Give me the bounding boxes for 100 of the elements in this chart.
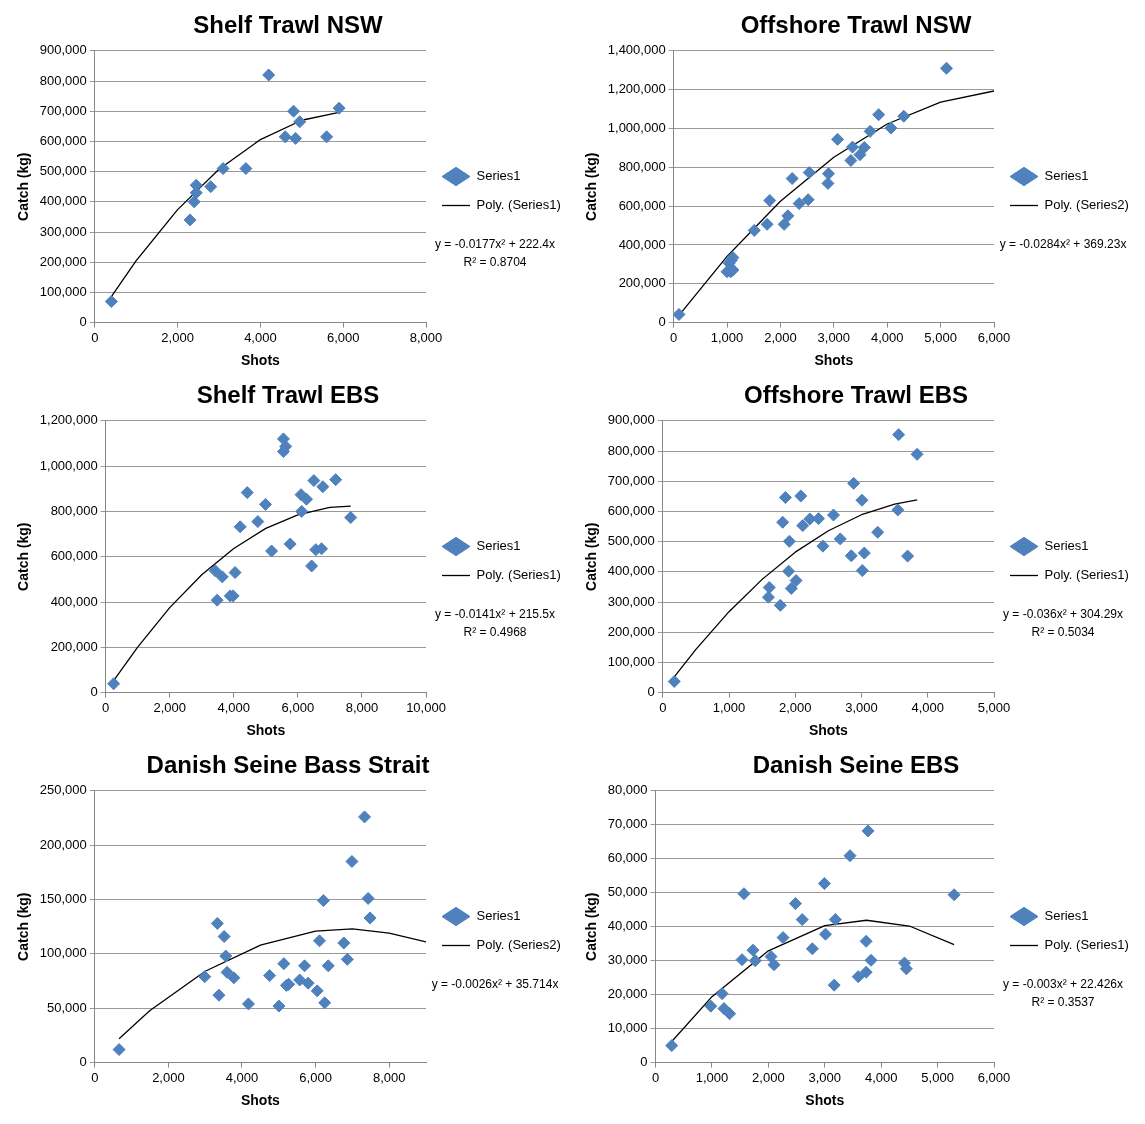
x-tick-label: 8,000 — [345, 699, 379, 715]
chart-title: Offshore Trawl NSW — [740, 11, 972, 39]
point — [763, 193, 777, 207]
point — [320, 130, 334, 144]
point — [210, 593, 224, 607]
y-tick-label: 10,000 — [607, 1020, 648, 1036]
y-tick-label: 150,000 — [39, 891, 87, 907]
text: y = -0.0177x² + 222.4x — [434, 237, 556, 251]
y-axis-title: Catch (kg) — [583, 522, 600, 591]
text: y = -0.003x² + 22.426x — [1002, 977, 1124, 991]
y-tick-label: 700,000 — [607, 472, 655, 488]
point — [748, 954, 762, 968]
text: y = -0.0141x² + 215.5x — [434, 607, 556, 621]
legend-label: Poly. (Series1) — [1044, 567, 1129, 583]
point — [778, 491, 792, 505]
y-tick-label: 80,000 — [607, 782, 648, 798]
point — [788, 897, 802, 911]
point — [761, 590, 775, 604]
text: R² = 0.4968 — [463, 625, 527, 639]
y-axis-title: Catch (kg) — [583, 892, 600, 961]
point — [812, 512, 826, 526]
y-tick-label: 0 — [640, 1054, 648, 1070]
point — [792, 197, 806, 211]
y-tick-label: 200,000 — [39, 836, 87, 852]
point — [316, 480, 330, 494]
point — [112, 1043, 126, 1057]
point — [767, 958, 781, 972]
point — [871, 525, 885, 539]
point — [846, 140, 860, 154]
x-tick-label: 2,000 — [752, 1069, 785, 1085]
point — [847, 476, 861, 490]
y-tick-label: 400,000 — [607, 563, 655, 579]
x-tick-label: 1,000 — [695, 1069, 729, 1085]
point — [295, 504, 309, 518]
point — [208, 564, 222, 578]
point — [198, 970, 212, 984]
y-tick-label: 1,000,000 — [607, 120, 666, 136]
point — [833, 532, 847, 546]
y-tick-label: 1,000,000 — [39, 457, 98, 473]
x-tick-label: 6,000 — [281, 699, 315, 715]
point — [789, 574, 803, 588]
text: y = -0.036x² + 304.29x — [1002, 607, 1124, 621]
point — [262, 68, 276, 82]
point — [746, 943, 760, 957]
y-tick-label: 50,000 — [47, 999, 87, 1015]
legend-label: Poly. (Series2) — [476, 937, 561, 953]
point — [251, 515, 265, 529]
point — [735, 953, 749, 967]
y-tick-label: 500,000 — [607, 533, 655, 549]
y-tick-label: 800,000 — [607, 442, 655, 458]
point — [216, 162, 230, 176]
x-tick-label: 4,000 — [864, 1069, 898, 1085]
point — [784, 581, 798, 595]
point — [794, 489, 808, 503]
point — [289, 131, 303, 145]
y-tick-label: 60,000 — [607, 850, 648, 866]
point — [827, 508, 840, 522]
point — [747, 223, 761, 237]
y-tick-label: 0 — [658, 314, 666, 330]
y-tick-label: 0 — [90, 684, 98, 700]
y-tick-label: 300,000 — [607, 593, 655, 609]
point — [796, 519, 810, 533]
point — [897, 109, 911, 123]
x-tick-label: 4,000 — [225, 1069, 259, 1085]
point — [187, 195, 201, 209]
legend-label: Series1 — [476, 538, 521, 554]
text: y = -0.0026x² + 35.714x — [431, 977, 559, 991]
x-axis-title: Shots — [240, 1092, 281, 1109]
y-tick-label: 70,000 — [607, 816, 648, 832]
legend-label: Series1 — [476, 168, 521, 184]
point — [891, 503, 905, 517]
point — [773, 598, 787, 612]
legend-label: Poly. (Series1) — [476, 197, 561, 213]
x-tick-label: 1,000 — [712, 699, 746, 715]
x-tick-label: 1,000 — [710, 329, 744, 345]
point — [215, 570, 229, 584]
point — [782, 564, 796, 578]
x-tick-label: 4,000 — [244, 329, 277, 345]
point — [107, 677, 121, 691]
point — [785, 172, 799, 186]
y-tick-label: 100,000 — [607, 653, 655, 669]
text: R² = 0.5034 — [1031, 625, 1095, 639]
point — [777, 217, 791, 231]
point — [340, 952, 354, 966]
x-tick-label: 5,000 — [924, 329, 957, 345]
point — [233, 520, 247, 534]
x-tick-label: 0 — [102, 699, 110, 715]
point — [947, 888, 961, 902]
point — [844, 153, 858, 167]
point — [859, 934, 873, 948]
y-tick-label: 30,000 — [607, 952, 648, 968]
point — [204, 180, 218, 194]
x-tick-label: 10,000 — [406, 699, 446, 715]
point — [307, 474, 321, 488]
x-axis-title: Shots — [240, 352, 281, 369]
x-tick-label: 2,000 — [152, 1069, 185, 1085]
y-tick-label: 40,000 — [607, 918, 648, 934]
point — [863, 124, 877, 138]
y-axis-title: Catch (kg) — [15, 152, 32, 221]
point — [316, 894, 330, 908]
